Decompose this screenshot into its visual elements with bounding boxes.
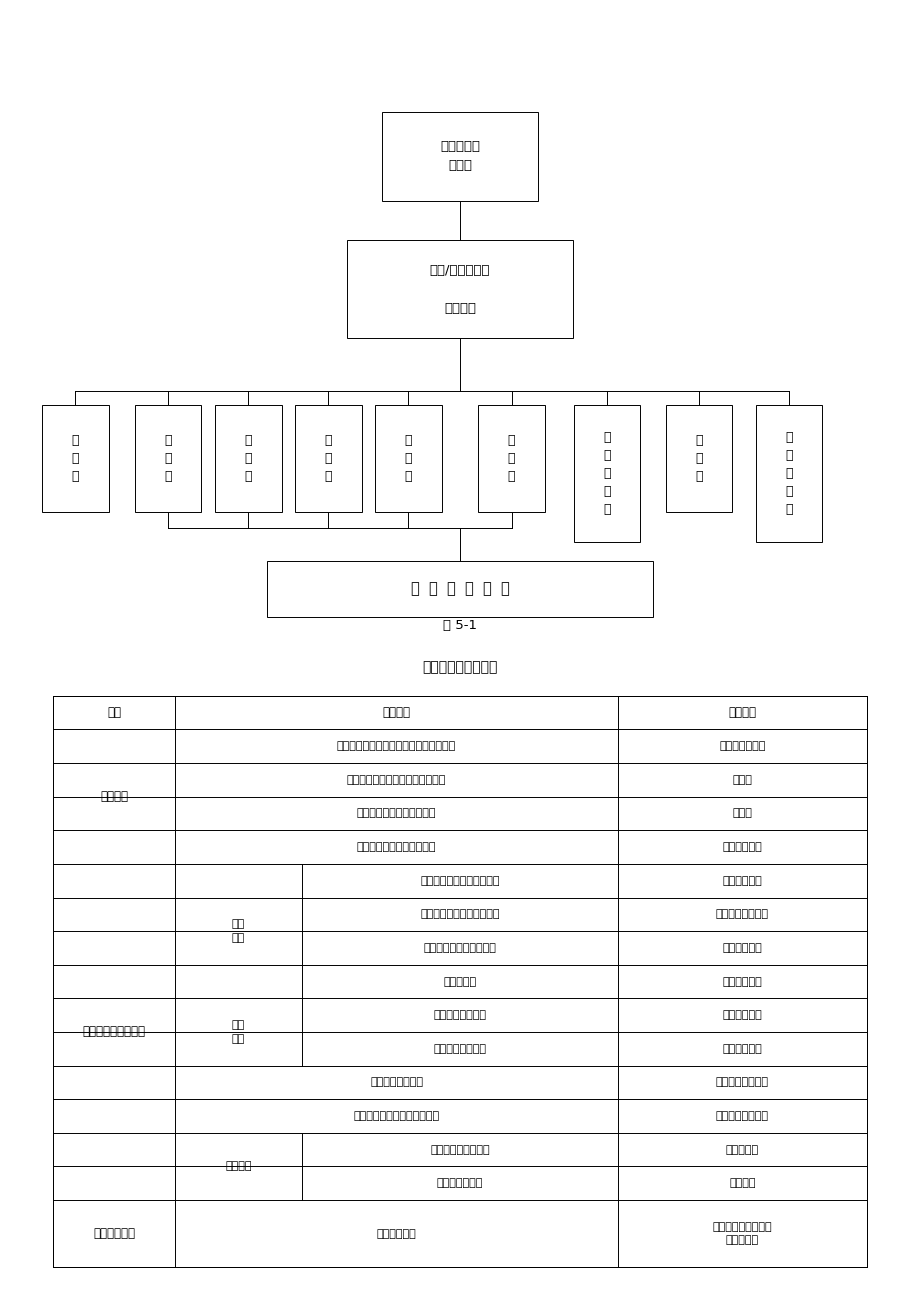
Bar [135, 405, 201, 512]
Text: 劳动组织准备: 劳动组织准备 [93, 1227, 135, 1240]
Text: 基础、主体、屋面、装饰工程预算: 基础、主体、屋面、装饰工程预算 [346, 775, 446, 784]
Text: 施工图纸翻样、报材料计划: 施工图纸翻样、报材料计划 [357, 842, 436, 852]
Text: 施  工  作  业  班  组: 施 工 作 业 班 组 [410, 581, 509, 597]
Text: 施工现场以内供电: 施工现场以内供电 [433, 1044, 486, 1054]
Text: 机械班长: 机械班长 [729, 1178, 754, 1188]
Text: 施工现场及物资准备: 施工现场及物资准备 [83, 1025, 145, 1038]
Text: 预算员: 预算员 [732, 775, 752, 784]
Text: 根据交接的基准点进行放线: 根据交接的基准点进行放线 [357, 808, 436, 818]
Text: 技
术
组: 技 术 组 [244, 434, 252, 483]
Text: 木工机械、钢筋加工机械安装: 木工机械、钢筋加工机械安装 [353, 1111, 439, 1121]
Text: 施工员、电工班长: 施工员、电工班长 [715, 909, 768, 920]
Text: 临建
搭设: 临建 搭设 [232, 919, 244, 943]
Bar [665, 405, 732, 512]
Text: 技术准备: 技术准备 [100, 790, 128, 803]
Text: 计
划
预
算
组: 计 划 预 算 组 [603, 431, 610, 516]
Bar [53, 696, 866, 1268]
Text: 井架安装、验收: 井架安装、验收 [437, 1178, 482, 1188]
Text: 各专业施工员: 各专业施工员 [721, 1010, 762, 1020]
Text: 工作内容: 工作内容 [382, 706, 410, 719]
Text: 施工员、机械班长: 施工员、机械班长 [715, 1111, 768, 1121]
Text: 安全科科长、项目总
工、各工长: 安全科科长、项目总 工、各工长 [712, 1222, 771, 1246]
Text: 各专业施工员: 各专业施工员 [721, 842, 762, 852]
Bar [375, 405, 441, 512]
Bar [267, 560, 652, 616]
Text: 主要准备工作一览表: 主要准备工作一览表 [422, 661, 497, 674]
Bar [215, 405, 281, 512]
Text: 井架安装: 井架安装 [225, 1161, 251, 1171]
Text: 测量员: 测量员 [732, 808, 752, 818]
Text: 施工供水管网铺设: 施工供水管网铺设 [369, 1078, 423, 1088]
Bar [347, 240, 572, 337]
Text: 施
工
组: 施 工 组 [165, 434, 172, 483]
Text: 行
政
保
卫
组: 行 政 保 卫 组 [785, 431, 792, 516]
Bar [573, 405, 640, 542]
Text: 专业施工员: 专业施工员 [725, 1144, 758, 1154]
Text: 安
全
组: 安 全 组 [404, 434, 412, 483]
Text: 施工
供电: 施工 供电 [232, 1020, 244, 1044]
Text: 钢筋棚、水泥库房、试验室: 钢筋棚、水泥库房、试验室 [420, 876, 499, 886]
Text: 职工进场教育: 职工进场教育 [376, 1229, 416, 1239]
Bar [295, 405, 361, 512]
Text: 生活办公用房、临时围墙: 生活办公用房、临时围墙 [423, 943, 496, 952]
Text: 材
料
组: 材 料 组 [695, 434, 702, 483]
Bar [381, 112, 538, 201]
Text: 各专业施工员: 各专业施工员 [721, 976, 762, 986]
Text: 图 5-1: 图 5-1 [443, 619, 476, 632]
Text: 施工员、水工班长: 施工员、水工班长 [715, 1078, 768, 1088]
Bar [478, 405, 544, 512]
Text: 各专业施工员: 各专业施工员 [721, 943, 762, 952]
Bar [755, 405, 822, 542]
Text: 各专业施工员: 各专业施工员 [721, 876, 762, 886]
Text: 执人员行: 执人员行 [728, 706, 755, 719]
Text: 测
量
组: 测 量 组 [72, 434, 79, 483]
Text: 质
量
组: 质 量 组 [324, 434, 332, 483]
Text: 各专业施工员: 各专业施工员 [721, 1044, 762, 1054]
Text: 钢筋混凝土基础施工: 钢筋混凝土基础施工 [430, 1144, 489, 1154]
Text: 施工现场以外供电: 施工现场以外供电 [433, 1010, 486, 1020]
Text: 工程指挥部
总指挥: 工程指挥部 总指挥 [439, 141, 480, 172]
Text: 配电房、木工棚、安装车间: 配电房、木工棚、安装车间 [420, 909, 499, 920]
Text: 工程师、技术员: 工程师、技术员 [719, 741, 765, 752]
Text: 工程/安装项目部

项目经理: 工程/安装项目部 项目经理 [429, 263, 490, 315]
Text: 道路和绿化: 道路和绿化 [443, 976, 476, 986]
Text: 图纸会审、技术交底、编制施工组织设计: 图纸会审、技术交底、编制施工组织设计 [336, 741, 456, 752]
Text: 材
料
组: 材 料 组 [507, 434, 515, 483]
Text: 阶段: 阶段 [107, 706, 121, 719]
Bar [42, 405, 108, 512]
